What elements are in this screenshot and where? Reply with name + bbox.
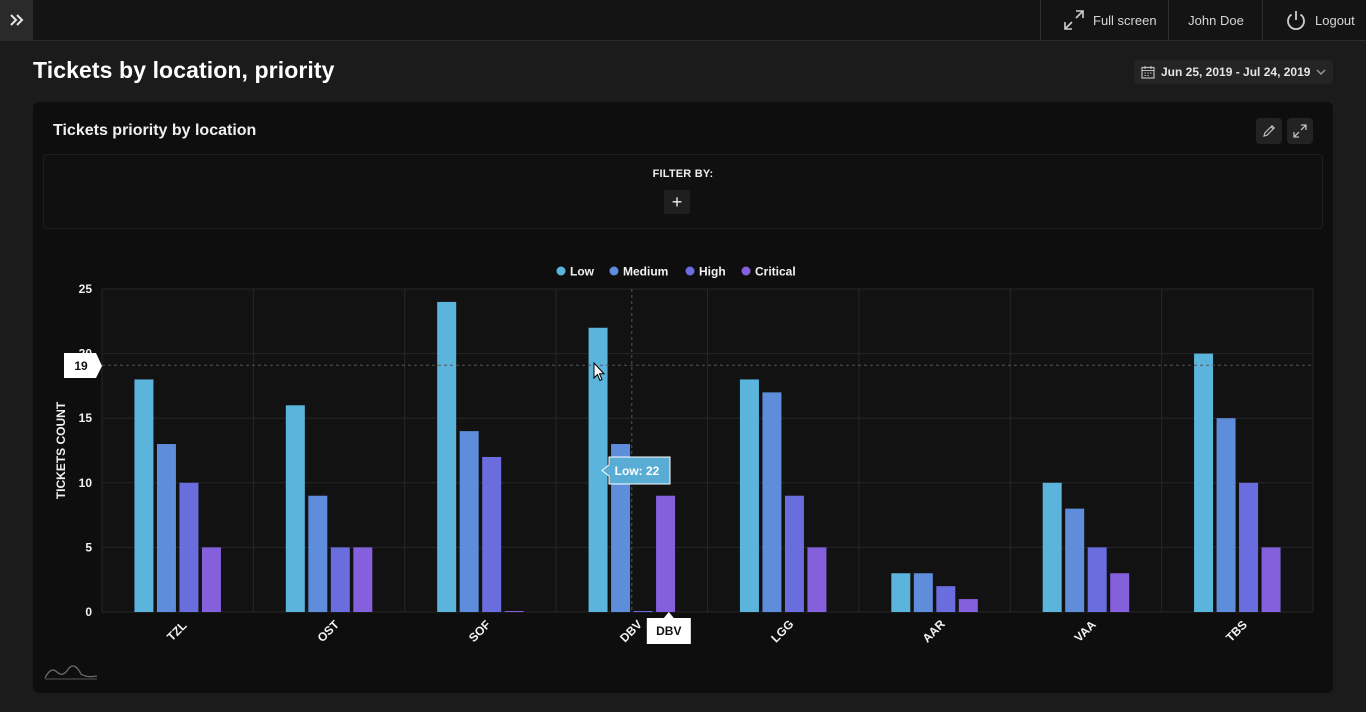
bar-high-dbv xyxy=(633,611,653,612)
bar-high-tzl xyxy=(179,482,199,612)
expand-icon xyxy=(1293,124,1307,138)
bar-critical-ost xyxy=(353,547,373,612)
logout-label: Logout xyxy=(1315,12,1355,28)
top-bar: Full screen John Doe Logout xyxy=(0,0,1366,41)
date-range-text: Jun 25, 2019 - Jul 24, 2019 xyxy=(1161,65,1311,79)
bar-medium-ost xyxy=(308,495,328,612)
crosshair-x-label-box xyxy=(646,612,691,644)
bar-high-tbs xyxy=(1239,482,1259,612)
chart-logo-icon xyxy=(44,665,98,680)
legend-label-high: High xyxy=(699,265,726,279)
bar-low-sof xyxy=(437,301,457,612)
x-tick-label: OST xyxy=(315,617,343,645)
tooltip-text: Low: 22 xyxy=(615,464,660,478)
bar-low-ost xyxy=(285,405,305,612)
y-axis-title: TICKETS COUNT xyxy=(54,401,68,499)
x-tick-label: DBV xyxy=(617,617,645,645)
filter-label: FILTER BY: xyxy=(652,168,714,180)
y-tick-label: 5 xyxy=(85,540,92,554)
filter-panel: FILTER BY: + xyxy=(43,154,1323,229)
legend-marker-critical xyxy=(741,266,751,276)
calendar-icon xyxy=(1141,66,1155,79)
page-title: Tickets by location, priority xyxy=(33,57,335,83)
bar-high-ost xyxy=(330,547,350,612)
bar-high-sof xyxy=(482,456,502,612)
fullscreen-label: Full screen xyxy=(1093,12,1157,28)
bar-critical-tzl xyxy=(201,547,221,612)
bar-high-vaa xyxy=(1087,547,1107,612)
x-tick-label: SOF xyxy=(466,617,493,644)
bar-high-lgg xyxy=(784,495,804,612)
bar-critical-tbs xyxy=(1261,547,1281,612)
bar-critical-lgg xyxy=(807,547,827,612)
mouse-cursor-icon xyxy=(593,361,606,382)
x-tick-label: LGG xyxy=(768,617,796,645)
bar-critical-dbv xyxy=(656,495,676,612)
expand-sidebar-button[interactable] xyxy=(0,0,33,40)
bar-medium-vaa xyxy=(1065,508,1085,612)
logout-button[interactable]: Logout xyxy=(1262,0,1366,40)
card-title: Tickets priority by location xyxy=(53,122,257,139)
bar-medium-aar xyxy=(913,573,933,612)
user-name: John Doe xyxy=(1188,12,1244,28)
tooltip-box xyxy=(601,456,671,485)
pencil-icon xyxy=(1263,124,1276,137)
bar-medium-tbs xyxy=(1216,418,1236,612)
crosshair-y-label-box xyxy=(64,353,102,378)
edit-button[interactable] xyxy=(1256,118,1282,144)
legend-marker-medium xyxy=(609,266,619,276)
crosshair-x-label: DBV xyxy=(656,624,681,638)
bar-low-aar xyxy=(891,573,911,612)
bar-medium-tzl xyxy=(156,444,176,612)
user-menu[interactable]: John Doe xyxy=(1168,0,1263,40)
legend-label-low: Low xyxy=(570,265,595,279)
expand-card-button[interactable] xyxy=(1287,118,1313,144)
bar-low-vaa xyxy=(1042,482,1062,612)
bar-critical-vaa xyxy=(1110,573,1130,612)
bar-medium-sof xyxy=(459,431,479,612)
bar-high-aar xyxy=(936,586,956,612)
bar-critical-sof xyxy=(504,611,524,612)
bar-critical-aar xyxy=(958,599,978,612)
y-tick-label: 25 xyxy=(79,282,93,296)
bar-medium-lgg xyxy=(762,392,782,612)
bar-low-tbs xyxy=(1194,353,1214,612)
double-chevron-right-icon xyxy=(9,14,23,26)
legend-label-medium: Medium xyxy=(623,265,668,279)
bar-medium-dbv xyxy=(611,444,631,612)
bar-low-lgg xyxy=(739,379,759,612)
add-filter-button[interactable]: + xyxy=(664,190,690,214)
bar-low-dbv xyxy=(588,327,608,612)
y-tick-label: 15 xyxy=(79,411,93,425)
crosshair-y-label: 19 xyxy=(74,359,88,373)
legend-marker-low xyxy=(556,266,566,276)
chevron-down-icon xyxy=(1316,69,1326,75)
x-tick-label: TBS xyxy=(1223,618,1250,645)
legend-label-critical: Critical xyxy=(755,265,796,279)
fullscreen-icon xyxy=(1064,10,1084,30)
date-range-picker[interactable]: Jun 25, 2019 - Jul 24, 2019 xyxy=(1134,60,1333,84)
legend-marker-high xyxy=(685,266,695,276)
x-tick-label: AAR xyxy=(920,617,949,646)
bar-low-tzl xyxy=(134,379,154,612)
y-tick-label: 0 xyxy=(85,605,92,619)
x-tick-label: VAA xyxy=(1072,617,1099,644)
fullscreen-button[interactable]: Full screen xyxy=(1040,0,1168,40)
power-icon xyxy=(1287,11,1305,31)
y-tick-label: 10 xyxy=(79,476,93,490)
x-tick-label: TZL xyxy=(164,618,189,643)
